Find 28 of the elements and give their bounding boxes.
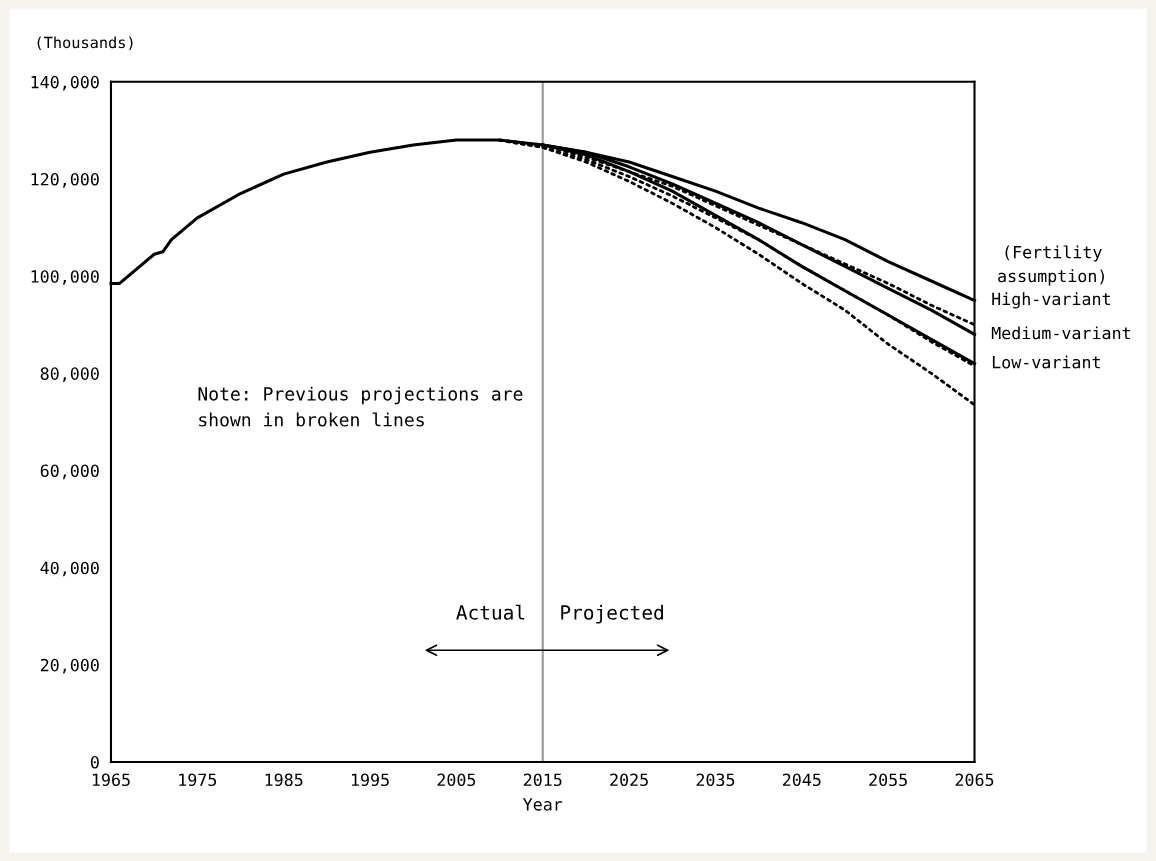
series-label: Low-variant: [992, 355, 1100, 369]
x-tick-label: 1995: [351, 773, 389, 787]
x-axis-title: Year: [522, 798, 563, 811]
x-tick-label: 2025: [610, 773, 648, 787]
y-tick-label: 40,000: [40, 561, 99, 577]
x-tick-label: 2065: [955, 773, 994, 787]
y-tick-label: 20,000: [40, 658, 99, 674]
x-tick-label: 1975: [179, 773, 217, 787]
x-tick-label: 2045: [782, 773, 821, 787]
series-label: High-variant: [992, 292, 1110, 309]
y-tick-label: 120,000: [31, 172, 99, 188]
y-axis-title: (Thousands): [37, 36, 133, 51]
x-tick-label: 2005: [437, 773, 476, 787]
annotation: Actual: [456, 604, 525, 620]
x-tick-label: 2055: [869, 773, 907, 787]
y-tick-label: 100,000: [31, 270, 99, 285]
x-tick-label: 1965: [92, 773, 130, 787]
y-tick-label: 80,000: [40, 367, 99, 383]
annotation: Projected: [561, 604, 663, 624]
x-tick-label: 2035: [696, 773, 735, 787]
annotation: Note: Previous projections are shown in broken lines: [198, 386, 523, 427]
x-tick-label: 2015: [523, 773, 562, 787]
text: (Fertility assumption): [998, 245, 1104, 286]
y-tick-label: 140,000: [31, 75, 99, 91]
y-tick-label: 0: [90, 755, 99, 769]
series-label: Medium-variant: [991, 326, 1131, 340]
x-tick-label: 1985: [265, 773, 303, 787]
y-tick-label: 60,000: [40, 464, 99, 480]
